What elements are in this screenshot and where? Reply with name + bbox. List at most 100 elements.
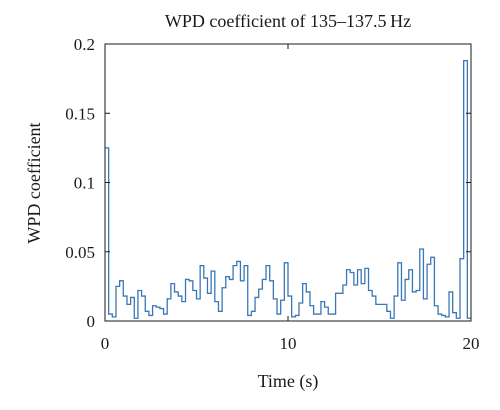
data-point <box>320 301 322 303</box>
data-point <box>287 295 289 297</box>
data-point <box>298 302 300 304</box>
data-point <box>390 317 392 319</box>
data-point <box>214 301 216 303</box>
data-point <box>192 290 194 292</box>
data-point <box>210 270 212 272</box>
data-point <box>426 263 428 265</box>
data-point <box>295 315 297 317</box>
data-point <box>112 316 114 318</box>
y-tick-label: 0.2 <box>74 35 95 54</box>
data-point <box>221 287 223 289</box>
data-point <box>276 313 278 315</box>
data-point <box>441 315 443 317</box>
data-point <box>115 286 117 288</box>
data-point <box>434 305 436 307</box>
data-point <box>445 316 447 318</box>
data-point <box>247 315 249 317</box>
data-point <box>155 306 157 308</box>
data-point <box>360 283 362 285</box>
data-point <box>166 298 168 300</box>
y-tick-label: 0.1 <box>74 174 95 193</box>
data-point <box>137 290 139 292</box>
data-point <box>269 280 271 282</box>
data-point <box>309 305 311 307</box>
y-tick-label: 0 <box>87 312 96 331</box>
data-point <box>335 293 337 295</box>
x-tick-label: 10 <box>280 334 297 353</box>
data-point <box>448 291 450 293</box>
data-point <box>338 293 340 295</box>
data-point <box>258 288 260 290</box>
data-point <box>218 311 220 313</box>
data-point <box>316 313 318 315</box>
data-point <box>386 311 388 313</box>
data-point <box>419 248 421 250</box>
y-tick-label: 0.15 <box>65 104 95 123</box>
data-point <box>265 265 267 267</box>
data-point <box>346 269 348 271</box>
data-point <box>456 317 458 319</box>
data-point <box>240 280 242 282</box>
x-tick-label: 0 <box>101 334 110 353</box>
data-point <box>423 298 425 300</box>
data-point <box>415 290 417 292</box>
data-point <box>232 265 234 267</box>
data-point <box>273 298 275 300</box>
data-point <box>251 311 253 313</box>
data-point <box>236 261 238 263</box>
data-point <box>199 265 201 267</box>
data-point <box>144 311 146 313</box>
data-point <box>368 290 370 292</box>
data-point <box>170 283 172 285</box>
data-point <box>401 299 403 301</box>
data-point <box>133 317 135 319</box>
data-point <box>324 306 326 308</box>
data-point <box>148 315 150 317</box>
data-point <box>119 280 121 282</box>
x-tick-label: 20 <box>463 334 480 353</box>
data-point <box>313 313 315 315</box>
data-point <box>379 304 381 306</box>
data-point <box>349 272 351 274</box>
axis-ticks: 0 10 20 0 0.05 0.1 0.15 0.2 <box>65 35 479 353</box>
y-tick-label: 0.05 <box>65 243 95 262</box>
data-point <box>243 265 245 267</box>
data-point <box>123 295 125 297</box>
data-point <box>291 316 293 318</box>
series-line <box>105 59 471 319</box>
data-point <box>357 269 359 271</box>
data-point <box>188 280 190 282</box>
data-point <box>141 295 143 297</box>
data-point <box>159 308 161 310</box>
data-point <box>196 298 198 300</box>
data-point <box>467 317 469 319</box>
data-point <box>185 279 187 281</box>
data-point <box>163 313 165 315</box>
data-point <box>302 283 304 285</box>
chart-title: WPD coefficient of 135–137.5 Hz <box>165 11 411 31</box>
data-point <box>331 313 333 315</box>
data-point <box>225 276 227 278</box>
data-point <box>203 277 205 279</box>
data-point <box>174 291 176 293</box>
data-point <box>353 284 355 286</box>
data-point <box>408 269 410 271</box>
x-axis-label: Time (s) <box>258 371 319 392</box>
data-point <box>207 293 209 295</box>
data-point <box>280 299 282 301</box>
data-point <box>126 304 128 306</box>
data-point <box>177 295 179 297</box>
data-point <box>430 256 432 258</box>
data-point <box>437 313 439 315</box>
data-point <box>371 295 373 297</box>
data-point <box>452 312 454 314</box>
data-point <box>375 304 377 306</box>
data-point <box>284 262 286 264</box>
data-point <box>254 297 256 299</box>
data-point <box>327 313 329 315</box>
data-point <box>229 279 231 281</box>
data-point <box>306 291 308 293</box>
data-point <box>463 60 465 62</box>
data-point <box>130 297 132 299</box>
data-point <box>412 291 414 293</box>
